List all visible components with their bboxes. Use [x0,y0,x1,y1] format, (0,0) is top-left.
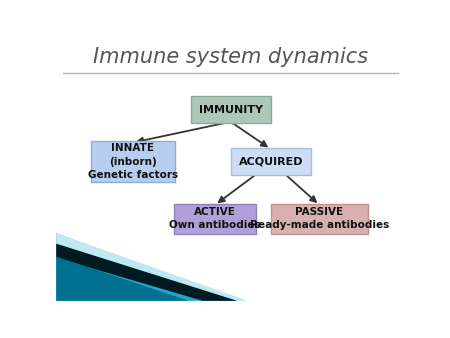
Polygon shape [56,233,248,301]
Text: IMMUNITY: IMMUNITY [198,104,263,115]
Polygon shape [56,233,238,301]
FancyBboxPatch shape [271,204,369,234]
FancyBboxPatch shape [91,141,175,182]
Text: Immune system dynamics: Immune system dynamics [93,47,368,68]
FancyBboxPatch shape [174,204,256,234]
FancyBboxPatch shape [190,96,271,123]
Polygon shape [56,244,238,301]
Text: ACTIVE
Own antibodies: ACTIVE Own antibodies [169,207,261,231]
Text: INNATE
(inborn)
Genetic factors: INNATE (inborn) Genetic factors [88,143,178,180]
Text: ACQUIRED: ACQUIRED [238,156,303,167]
FancyBboxPatch shape [230,148,311,175]
Text: PASSIVE
Ready-made antibodies: PASSIVE Ready-made antibodies [250,207,389,231]
Polygon shape [56,257,189,301]
